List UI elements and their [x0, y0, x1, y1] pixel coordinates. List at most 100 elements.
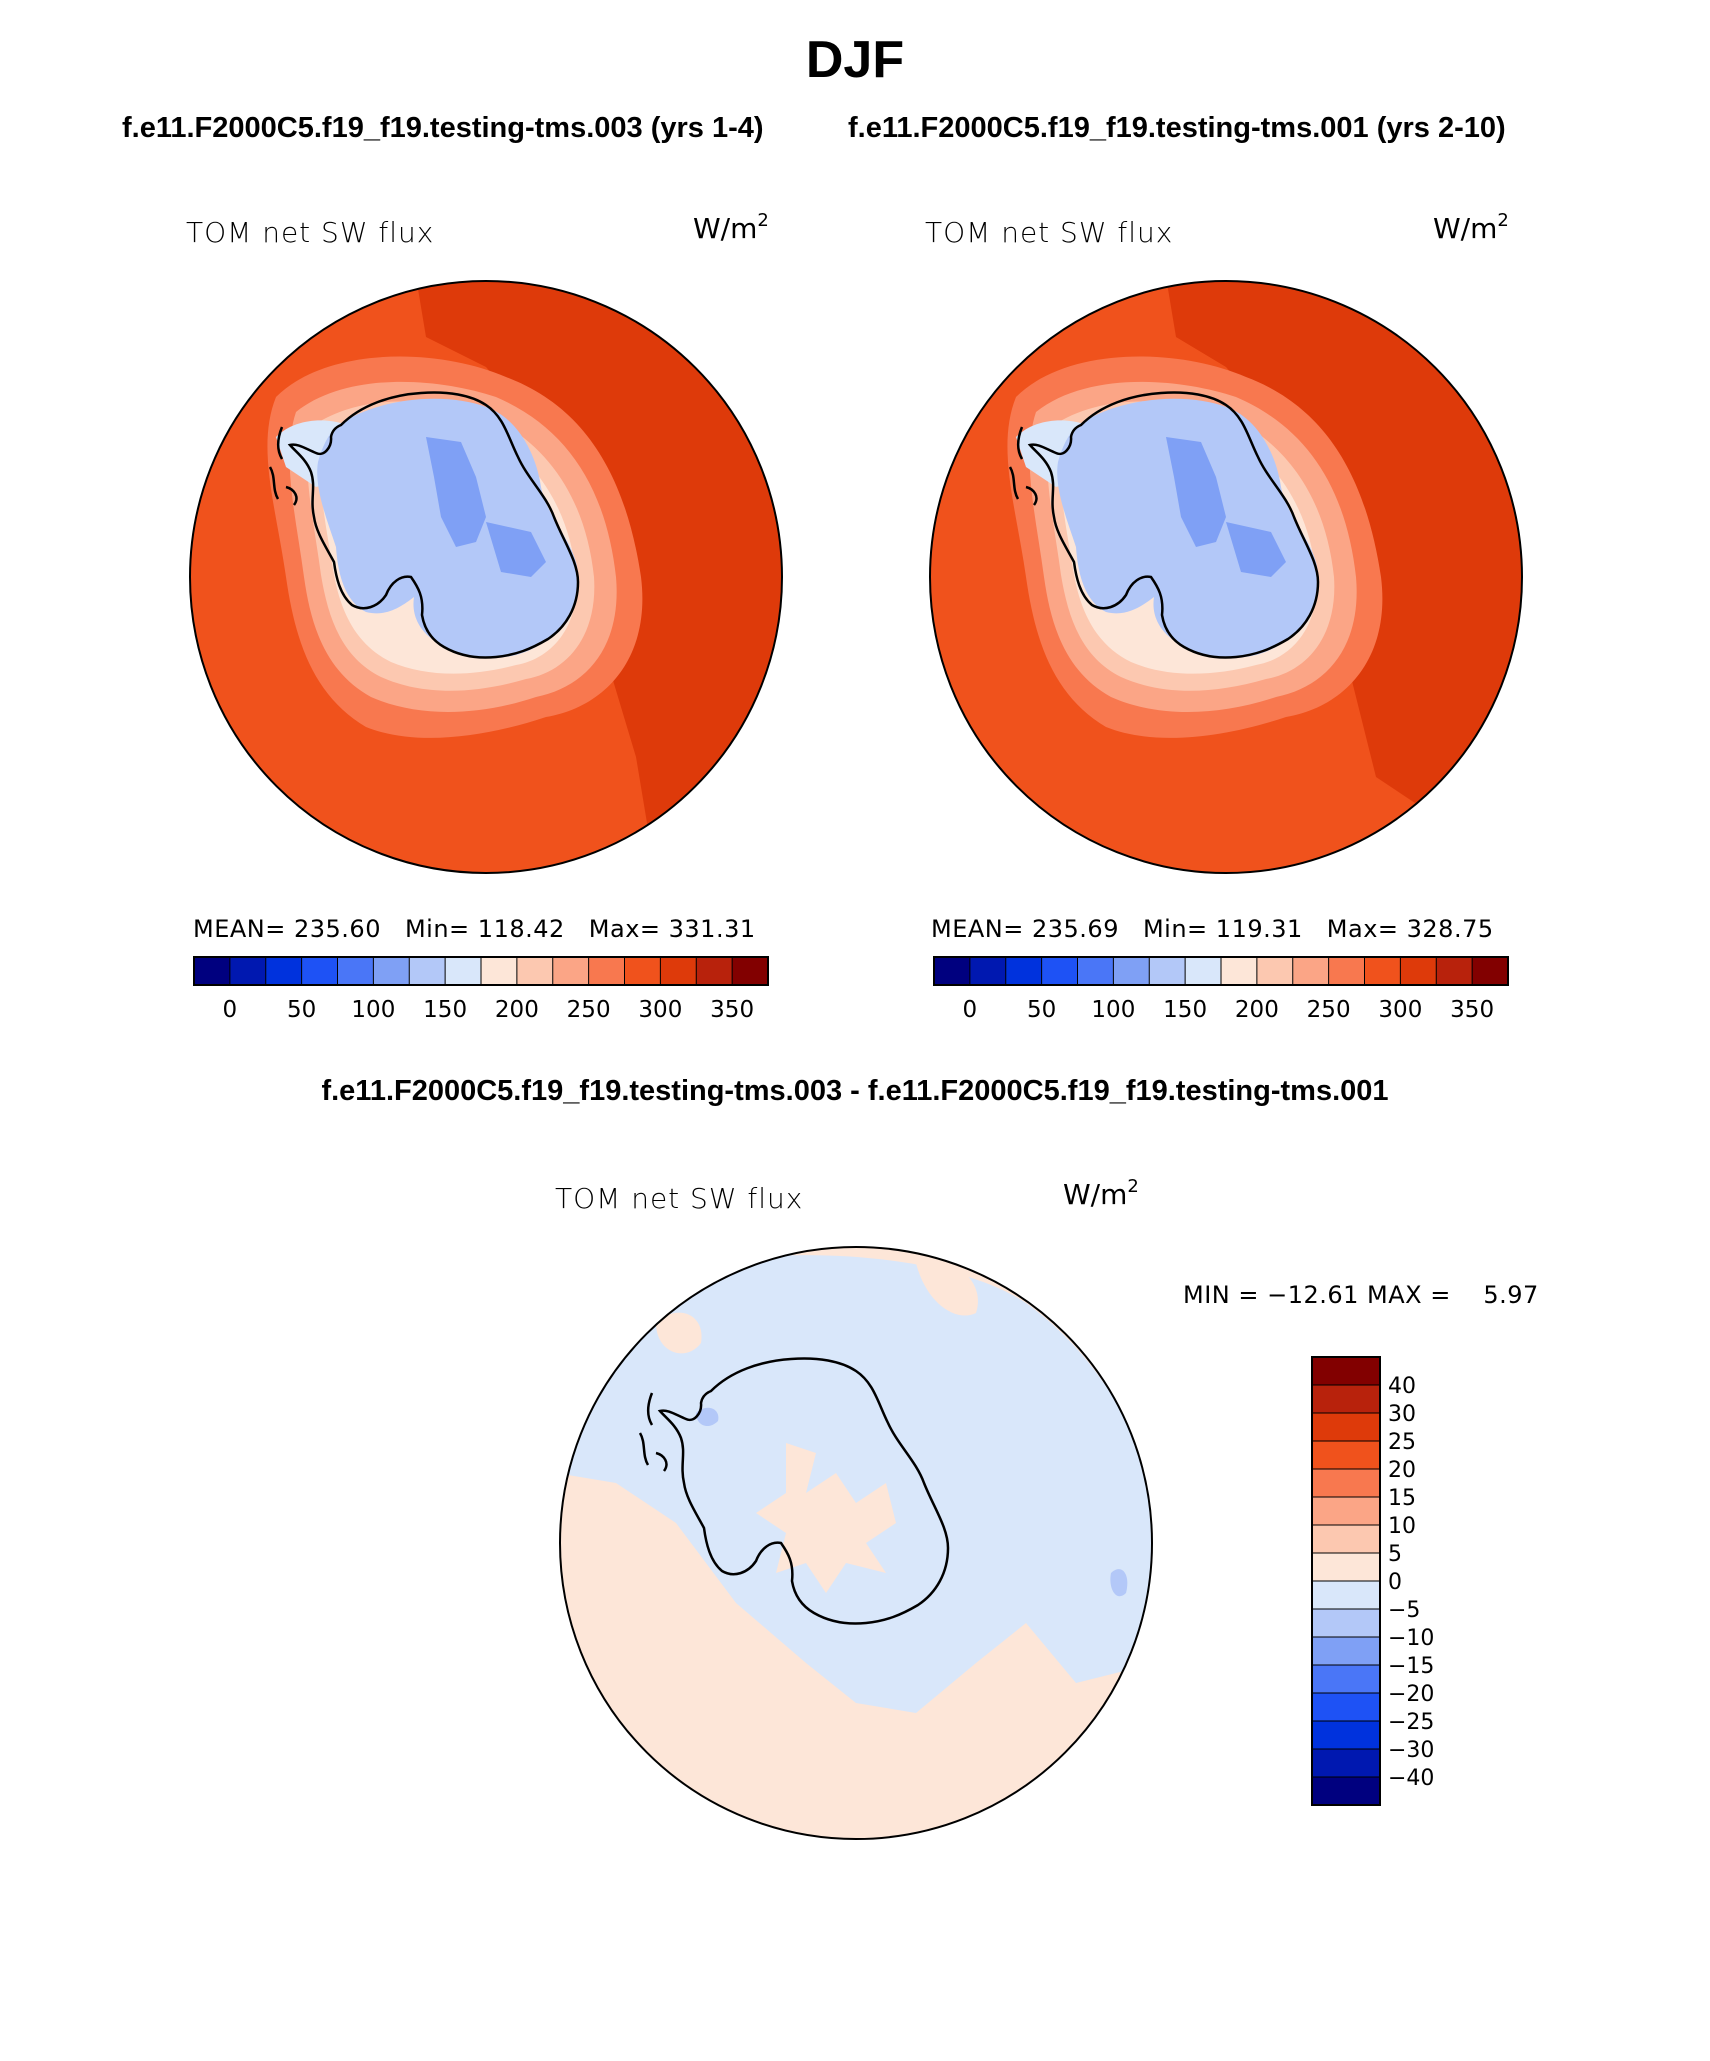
colorbar-swatch [1311, 1440, 1381, 1470]
colorbar-tick-label: 0 [1388, 1570, 1402, 1595]
colorbar-tick-label: 150 [423, 997, 467, 1023]
colorbar-swatch [1435, 956, 1474, 986]
colorbar-swatch [731, 956, 769, 986]
antarctica-coastline [1027, 391, 1320, 659]
colorbar-swatch [1292, 956, 1330, 986]
colorbar-swatch [1220, 956, 1258, 986]
map-boundary [559, 1246, 1153, 1840]
colorbar-swatch [695, 956, 734, 986]
colorbar-swatch [1311, 1608, 1381, 1638]
colorbar-swatch [1311, 1720, 1381, 1750]
colorbar-tick-label: −25 [1388, 1710, 1434, 1735]
colorbar-swatch [1311, 1776, 1381, 1806]
colorbar-swatch [516, 956, 554, 986]
diff-antarctic-map [559, 1246, 1153, 1840]
colorbar-tick-label: 0 [963, 997, 978, 1023]
colorbar-swatch [408, 956, 447, 986]
colorbar-swatch [1311, 1356, 1381, 1386]
colorbar-tick-label: 300 [638, 997, 682, 1023]
colorbar-swatch [1311, 1748, 1381, 1778]
colorbar-tick-label: −10 [1388, 1626, 1434, 1651]
colorbar-swatch [1311, 1412, 1381, 1442]
colorbar-tick-label: 150 [1163, 997, 1207, 1023]
left-units-label: W/m2 [693, 210, 769, 245]
diff-variable-label: TOM net SW flux [555, 1182, 804, 1215]
colorbar-swatch [1311, 1552, 1381, 1582]
colorbar-swatch [1005, 956, 1043, 986]
right-mean: MEAN= 235.69 [931, 915, 1119, 943]
colorbar-tick-label: 5 [1388, 1542, 1402, 1567]
colorbar-swatch [1148, 956, 1187, 986]
colorbar-swatch [1256, 956, 1294, 986]
right-min: Min= 119.31 [1142, 915, 1303, 943]
colorbar-tick-label: −40 [1388, 1766, 1434, 1791]
colorbar-swatch [1399, 956, 1438, 986]
colorbar-swatch [1311, 1468, 1381, 1498]
colorbar-swatch [1311, 1384, 1381, 1414]
right-antarctic-map [929, 280, 1523, 874]
colorbar-swatch [193, 956, 231, 986]
left-stats: MEAN= 235.60 Min= 118.42 Max= 331.31 [193, 915, 756, 943]
colorbar-swatch [372, 956, 411, 986]
colorbar-tick-label: 250 [567, 997, 611, 1023]
colorbar-swatch [969, 956, 1007, 986]
colorbar-tick-label: 10 [1388, 1514, 1416, 1539]
right-units-label: W/m2 [1433, 210, 1509, 245]
colorbar-tick-label: 350 [1450, 997, 1494, 1023]
colorbar-swatch [480, 956, 518, 986]
map-boundary [189, 280, 783, 874]
colorbar-swatch [1471, 956, 1509, 986]
figure-title: DJF [805, 31, 905, 89]
antarctica-coastline [287, 391, 580, 659]
diff-colorbar: 40 30 25 20 15 10 5 0 −5 −10 −15 −20 −25 −30 −40 [1311, 1356, 1434, 1806]
colorbar-swatch [1311, 1664, 1381, 1694]
colorbar-swatch [933, 956, 971, 986]
left-min: Min= 118.42 [404, 915, 565, 943]
colorbar-swatch [1041, 956, 1079, 986]
colorbar-tick-label: 100 [351, 997, 395, 1023]
right-colorbar: 0 50 100 150 200 250 300 350 [933, 956, 1509, 1023]
colorbar-swatch [1112, 956, 1151, 986]
colorbar-swatch [444, 956, 482, 986]
colorbar-swatch [1311, 1580, 1381, 1610]
antarctica-coastline [657, 1357, 950, 1625]
colorbar-tick-label: 20 [1388, 1458, 1416, 1483]
colorbar-swatch [337, 956, 375, 986]
colorbar-swatch [624, 956, 662, 986]
diff-units-label: W/m2 [1063, 1176, 1139, 1211]
colorbar-swatch [1311, 1496, 1381, 1526]
colorbar-tick-label: 25 [1388, 1430, 1416, 1455]
colorbar-swatch [588, 956, 626, 986]
left-colorbar: 0 50 100 150 200 250 300 350 [193, 956, 769, 1023]
colorbar-tick-label: 15 [1388, 1486, 1416, 1511]
colorbar-swatch [1077, 956, 1115, 986]
colorbar-swatch [1311, 1692, 1381, 1722]
colorbar-tick-label: 200 [495, 997, 539, 1023]
colorbar-tick-label: 300 [1378, 997, 1422, 1023]
left-max: Max= 331.31 [588, 915, 756, 943]
right-variable-label: TOM net SW flux [925, 216, 1174, 249]
colorbar-tick-label: −15 [1388, 1654, 1434, 1679]
diff-minmax: MIN = −12.61 MAX = 5.97 [1183, 1281, 1539, 1309]
colorbar-tick-label: 30 [1388, 1402, 1416, 1427]
colorbar-swatch [301, 956, 339, 986]
right-max: Max= 328.75 [1326, 915, 1494, 943]
colorbar-swatch [265, 956, 303, 986]
case-a-heading: f.e11.F2000C5.f19_f19.testing-tms.003 (y… [122, 112, 764, 144]
colorbar-tick-label: −5 [1388, 1598, 1420, 1623]
colorbar-tick-label: 200 [1235, 997, 1279, 1023]
map-boundary [929, 280, 1523, 874]
colorbar-swatch [1184, 956, 1222, 986]
colorbar-tick-label: 100 [1091, 997, 1135, 1023]
right-stats: MEAN= 235.69 Min= 119.31 Max= 328.75 [931, 915, 1494, 943]
colorbar-tick-label: 350 [710, 997, 754, 1023]
case-b-heading: f.e11.F2000C5.f19_f19.testing-tms.001 (y… [848, 112, 1506, 144]
left-mean: MEAN= 235.60 [193, 915, 381, 943]
colorbar-tick-label: 50 [1027, 997, 1056, 1023]
left-variable-label: TOM net SW flux [186, 216, 435, 249]
colorbar-tick-label: −30 [1388, 1738, 1434, 1763]
negative-diff-region [560, 1255, 1152, 1713]
left-antarctic-map [189, 280, 783, 874]
colorbar-swatch [1311, 1524, 1381, 1554]
colorbar-tick-label: −20 [1388, 1682, 1434, 1707]
